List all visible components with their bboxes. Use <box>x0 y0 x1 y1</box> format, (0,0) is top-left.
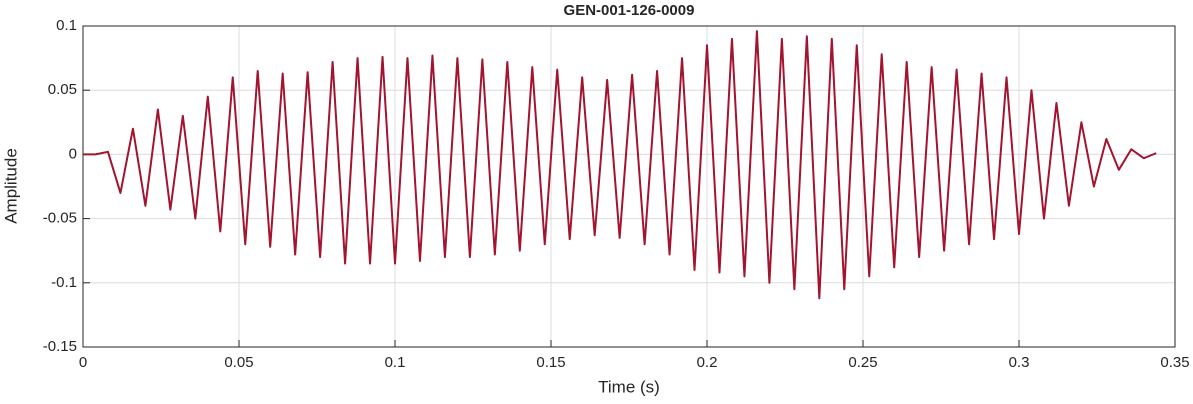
axes-box <box>82 25 1176 348</box>
x-tick-label: 0.1 <box>385 354 406 371</box>
y-tick-label: 0.1 <box>56 17 77 34</box>
y-tick-label: 0 <box>69 145 77 162</box>
y-tick-label: -0.1 <box>51 274 77 291</box>
y-tick-label: -0.15 <box>43 338 77 355</box>
x-tick-label: 0.25 <box>848 354 877 371</box>
x-tick-label: 0.35 <box>1160 354 1189 371</box>
x-tick-label: 0.15 <box>536 354 565 371</box>
y-tick-label: -0.05 <box>43 210 77 227</box>
waveform-line <box>83 30 1157 300</box>
x-axis-label: Time (s) <box>598 377 660 396</box>
x-tick-label: 0.3 <box>1009 354 1030 371</box>
x-tick-label: 0 <box>79 354 87 371</box>
x-tick-label: 0.05 <box>224 354 253 371</box>
y-tick-label: 0.05 <box>48 81 77 98</box>
x-tick-label: 0.2 <box>697 354 718 371</box>
chart-title: GEN-001-126-0009 <box>564 2 695 19</box>
y-axis-label: Amplitude <box>1 148 20 224</box>
